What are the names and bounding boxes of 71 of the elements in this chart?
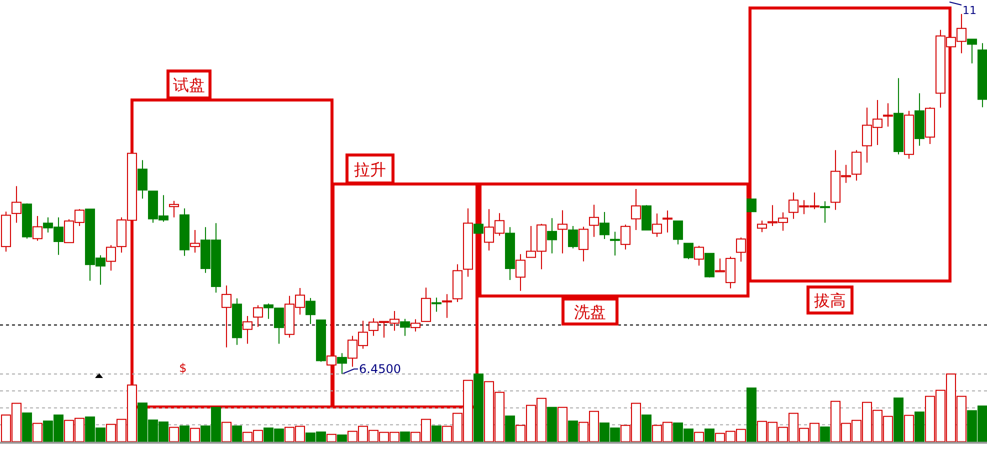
candlestick <box>568 226 578 249</box>
annotation: 拔高 <box>814 291 846 310</box>
candlestick <box>138 160 148 200</box>
bar <box>32 422 42 442</box>
candlestick <box>222 284 232 348</box>
annotation: $ <box>179 361 187 375</box>
bar <box>232 425 242 442</box>
annotation: 11 <box>962 4 976 17</box>
candlestick <box>631 188 641 230</box>
candlestick <box>516 254 526 292</box>
candlestick <box>852 150 862 182</box>
bar <box>642 414 652 442</box>
candlestick <box>662 210 672 234</box>
candlestick <box>736 237 746 262</box>
candlestick <box>652 212 662 238</box>
candlestick <box>337 352 347 374</box>
candlestick <box>684 242 694 260</box>
candlestick <box>421 287 431 322</box>
bar <box>694 432 704 442</box>
candlestick <box>967 38 977 64</box>
annotation: 洗盘 <box>574 302 606 322</box>
candlestick <box>694 245 704 266</box>
bar <box>568 420 578 442</box>
candlestick <box>400 318 410 336</box>
candlestick <box>432 297 442 312</box>
candlestick <box>673 220 683 245</box>
bar <box>180 425 190 442</box>
candlestick <box>410 318 420 332</box>
candlestick <box>253 304 263 328</box>
bar <box>904 414 914 442</box>
candlestick <box>32 215 42 242</box>
bar <box>914 412 924 442</box>
candlestick <box>106 244 116 272</box>
annotation: 试盘 <box>173 76 205 94</box>
candlestick <box>326 353 336 368</box>
candlestick <box>620 224 630 250</box>
bar <box>400 432 410 442</box>
bar <box>326 434 336 442</box>
bar <box>222 422 232 442</box>
annotation: 拉升 <box>354 160 386 179</box>
candlestick <box>12 186 22 224</box>
candlestick <box>558 210 568 254</box>
candlestick <box>169 200 179 218</box>
candlestick <box>306 298 316 324</box>
candlestick <box>883 102 893 128</box>
candlestick <box>442 294 452 318</box>
annotation: 6.4500 <box>359 362 401 376</box>
bar <box>22 412 32 442</box>
bar <box>558 406 568 442</box>
candlestick <box>820 200 830 224</box>
bar <box>190 428 200 442</box>
bar <box>474 374 484 442</box>
candlestick <box>547 218 557 254</box>
bar <box>547 406 557 442</box>
candlestick <box>242 316 252 344</box>
candlestick <box>600 212 610 240</box>
candlestick <box>757 220 767 233</box>
candlestick <box>190 230 200 254</box>
bar <box>820 426 830 442</box>
candlestick <box>589 204 599 238</box>
candlestick <box>704 252 714 278</box>
candlestick <box>578 226 588 262</box>
bar <box>337 434 347 442</box>
bar <box>894 398 904 442</box>
candlestick <box>610 231 620 256</box>
bar <box>746 388 756 442</box>
bar <box>169 426 179 442</box>
bar <box>704 428 714 442</box>
candlestick <box>746 198 756 212</box>
bar <box>505 416 515 442</box>
bar <box>432 425 442 442</box>
